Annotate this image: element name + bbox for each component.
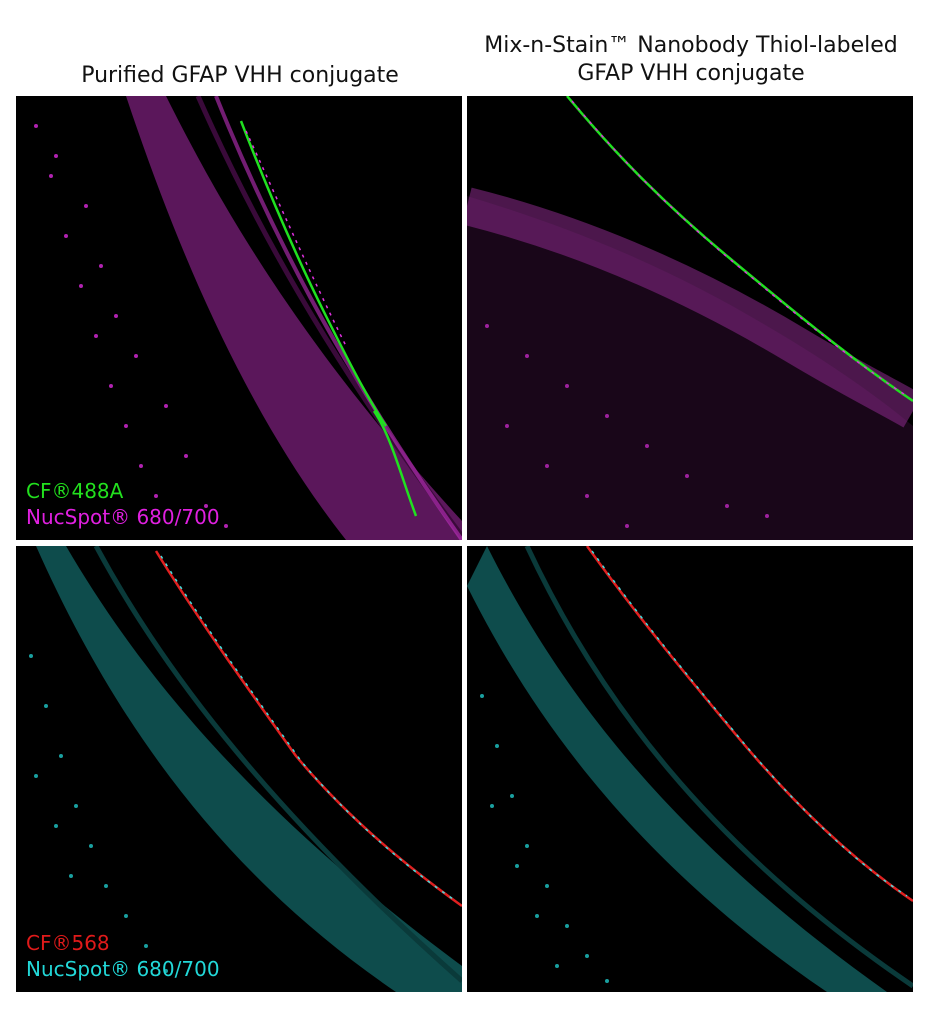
right-title-line2: GFAP VHH conjugate [577,61,805,86]
tissue-image [29,546,462,992]
legend-top-left-channel-a: CF®488A [26,479,124,503]
right-column-title: Mix-n-Stain™ Nanobody Thiol-labeled GFAP… [466,32,916,88]
tissue-image [34,96,462,540]
nuclei-scatter [485,324,769,528]
left-column-title: Purified GFAP VHH conjugate [15,62,465,90]
nuclei-scatter [29,654,168,973]
micrograph-bottom-right [467,546,913,992]
legend-top-left-channel-b: NucSpot® 680/700 [26,505,220,529]
micrograph-bottom-left: CF®568 NucSpot® 680/700 [16,546,462,992]
legend-bottom-left-channel-b: NucSpot® 680/700 [26,957,220,981]
nuclei-scatter [480,694,609,983]
legend-bottom-left-channel-a: CF®568 [26,931,110,955]
nuclei-scatter [34,124,228,528]
left-title-text: Purified GFAP VHH conjugate [81,63,399,88]
micrograph-top-right [467,96,913,540]
tissue-image [467,96,913,540]
tissue-image [467,546,913,992]
micrograph-top-left: CF®488A NucSpot® 680/700 [16,96,462,540]
right-title-line1: Mix-n-Stain™ Nanobody Thiol-labeled [484,33,898,58]
